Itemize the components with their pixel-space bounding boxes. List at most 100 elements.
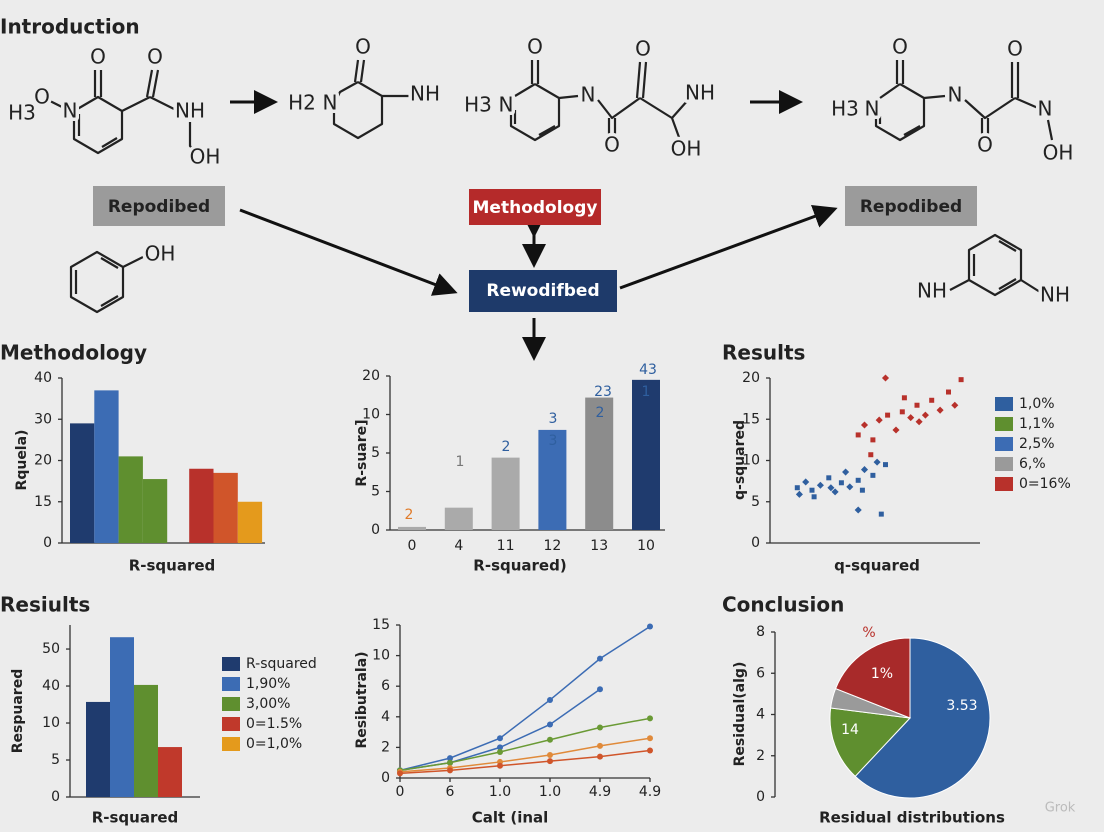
- scatter-point: [870, 472, 876, 478]
- bar: [213, 472, 238, 543]
- annotation: 3: [549, 433, 558, 449]
- legend-label: 1,90%: [246, 676, 290, 692]
- atom-label: O: [527, 35, 543, 59]
- box: [469, 270, 617, 312]
- annotation: 2: [596, 405, 605, 421]
- legend-swatch: [995, 417, 1013, 431]
- chart-title: Resiults: [0, 593, 90, 617]
- legend-label: 2,5%: [1019, 436, 1055, 452]
- line-point: [647, 735, 653, 742]
- scatter-point: [929, 397, 935, 403]
- y-tick-label: 10: [372, 648, 390, 664]
- y-tick-label: 0: [751, 535, 760, 551]
- annotation: %: [862, 625, 875, 641]
- scatter-point: [921, 411, 929, 419]
- x-tick-label: 0: [408, 538, 417, 554]
- y-axis-label: Respuared: [10, 669, 26, 753]
- box-label: Methodology: [473, 198, 598, 218]
- atom-label: N: [1038, 97, 1053, 121]
- atom-label: N: [323, 91, 338, 115]
- line-point: [547, 736, 553, 743]
- bar: [94, 390, 119, 543]
- x-tick-label: 12: [543, 538, 561, 554]
- scatter-point: [870, 437, 876, 443]
- bar: [189, 468, 214, 543]
- box: [845, 186, 977, 226]
- annotation: 23: [594, 384, 612, 400]
- chart-title: Results: [722, 341, 805, 365]
- x-tick-label: 10: [637, 538, 655, 554]
- bar: [585, 397, 614, 530]
- scatter-point: [946, 389, 951, 395]
- pie-slice: [829, 707, 912, 778]
- y-tick-label: 15: [742, 411, 760, 427]
- scatter-point: [860, 421, 869, 429]
- line-point: [597, 655, 603, 662]
- atom-label: O: [635, 37, 651, 61]
- atom-label: NH: [175, 99, 205, 123]
- scatter-point: [827, 484, 835, 492]
- y-axis-label: Rquela): [14, 430, 30, 491]
- y-axis-label: Resibutrala): [354, 651, 370, 748]
- scatter-point: [794, 485, 800, 491]
- annotation: 1%: [871, 666, 893, 682]
- y-tick-label: 6: [381, 678, 390, 694]
- annotation: 14: [841, 722, 859, 738]
- scatter-point: [885, 412, 891, 418]
- y-tick-label: 15: [34, 494, 52, 510]
- atom-label: O: [355, 35, 371, 59]
- atom-label: H3: [464, 93, 492, 117]
- y-tick-label: 6: [756, 665, 765, 681]
- pie-slice: [834, 637, 911, 719]
- scatter-point: [878, 511, 884, 517]
- scatter-point: [846, 483, 854, 491]
- legend-label: R-squared: [246, 656, 317, 672]
- arrow: [619, 204, 838, 290]
- scatter-point: [855, 432, 861, 438]
- line: [399, 749, 651, 775]
- scatter-point: [795, 490, 803, 498]
- scatter-point: [875, 416, 883, 424]
- y-tick-label: 20: [742, 370, 760, 386]
- bar: [444, 507, 473, 530]
- scatter-point: [826, 475, 832, 481]
- annotation: 2: [502, 439, 511, 455]
- line-point: [597, 742, 603, 749]
- box-label: Repodibed: [108, 197, 210, 217]
- legend-label: 6,%: [1019, 456, 1046, 472]
- bar: [491, 457, 520, 530]
- scatter-point: [809, 487, 815, 493]
- annotation: 3: [549, 411, 558, 427]
- line-point: [647, 715, 653, 722]
- x-tick-label: 13: [590, 538, 608, 554]
- scatter-point: [881, 374, 890, 382]
- y-tick-label: 8: [756, 624, 765, 640]
- atom-label: NH: [410, 82, 440, 106]
- atom-label: OH: [1043, 141, 1074, 165]
- atom-label: NH: [1040, 283, 1070, 307]
- line-point: [597, 724, 603, 731]
- box: [93, 186, 225, 226]
- scatter-point: [907, 414, 915, 422]
- legend-swatch: [995, 477, 1013, 491]
- atom-label: N: [581, 83, 596, 107]
- y-tick-label: 4: [756, 707, 765, 723]
- y-tick-label: 10: [362, 407, 380, 423]
- chart-title: Methodology: [0, 341, 147, 365]
- line-point: [547, 752, 553, 759]
- y-tick-label: 5: [371, 484, 380, 500]
- line-point: [447, 759, 453, 766]
- y-tick-label: 2: [756, 748, 765, 764]
- legend-label: 3,00%: [246, 696, 290, 712]
- atom-label: NH: [917, 279, 947, 303]
- line-point: [597, 753, 603, 760]
- x-axis-label: R-squared): [473, 557, 566, 575]
- atom-label: OH: [190, 145, 221, 169]
- x-tick-label: 6: [446, 784, 455, 800]
- line-point: [647, 747, 653, 754]
- line-point: [497, 735, 503, 742]
- legend-label: 0=1,0%: [246, 736, 302, 752]
- scatter-point: [915, 418, 923, 426]
- bar: [538, 429, 567, 530]
- y-tick-label: 10: [42, 715, 60, 731]
